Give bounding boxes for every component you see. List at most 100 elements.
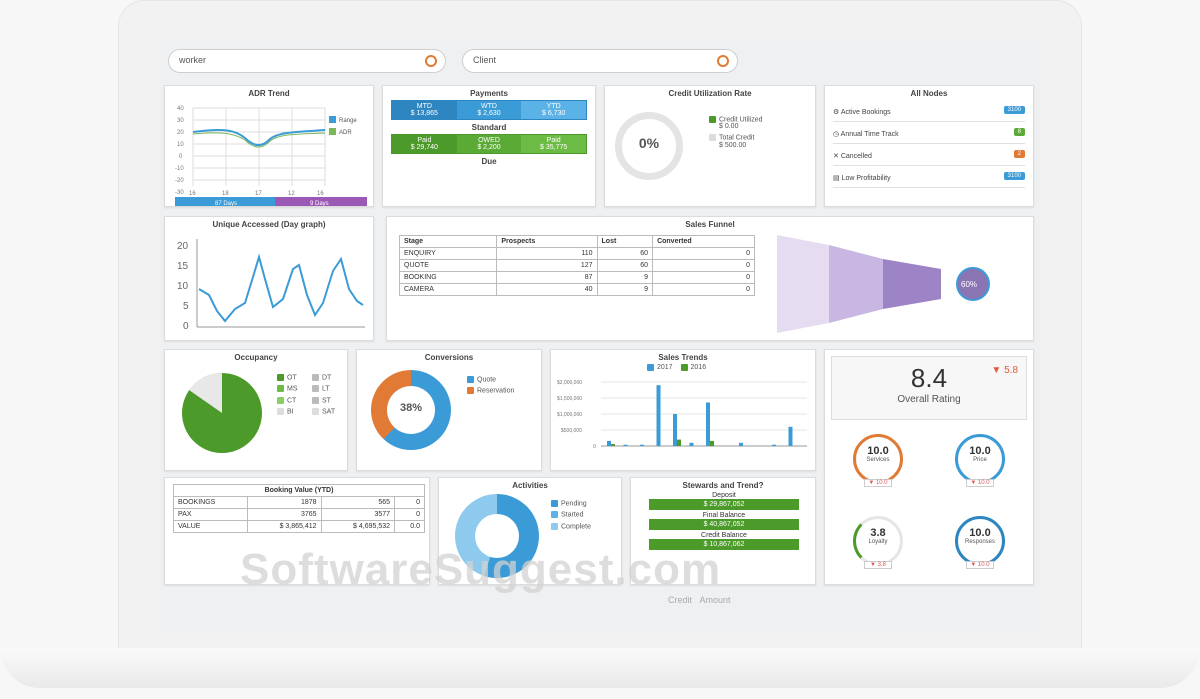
trend-bar (677, 439, 681, 446)
search-icon[interactable] (717, 55, 729, 67)
loyalty-gauge: 3.8 Loyalty ▼ 3.8 (853, 516, 903, 569)
panel-title: Sales Trends (658, 353, 708, 362)
funnel-table: Stage Prospects Lost Converted ENQUIRY 110 60… (398, 235, 755, 296)
client-search[interactable]: Client (462, 49, 738, 73)
y-tick: 5 (183, 301, 189, 312)
table-row[interactable]: PAX 3765 3577 0 (172, 508, 425, 521)
funnel-badge (956, 267, 990, 301)
legend-2016: 2016 (680, 364, 706, 371)
funnel-stage (777, 235, 829, 333)
worker-search[interactable]: worker (168, 49, 446, 73)
col-stage: Stage (398, 235, 498, 248)
x-tick: 18 (222, 191, 229, 197)
unique-chart: 20 15 10 5 0 (177, 239, 365, 332)
y-tick: 30 (177, 118, 184, 124)
occupancy-pie (182, 372, 262, 453)
credit-utilized-value: $ 0.00 (719, 123, 739, 131)
panel-title: Booking Value (YTD) (173, 484, 425, 497)
sales-trends-chart: $2,000,000 $1,500,000 $1,000,000 $500,00… (557, 380, 807, 450)
trend-bar (656, 385, 661, 446)
legend-item: BI (277, 408, 312, 415)
legend-quote: Quote (467, 376, 514, 383)
y-tick: 20 (177, 241, 189, 252)
credit-balance-value[interactable]: $ 10,867,062 (649, 539, 799, 550)
owed-tile[interactable]: OWED $ 2,200 (456, 135, 522, 153)
client-search-value: Client (473, 55, 497, 65)
payments-bottom-row: Paid $ 29,740 OWED $ 2,200 Paid $ 35,775 (391, 134, 587, 154)
paid-tile[interactable]: Paid $ 29,740 (392, 135, 457, 153)
activities-panel: Activities Pending Started Complete (438, 477, 622, 585)
stewards-panel: Stewards and Trend? Deposit $ 29,867,052… (630, 477, 816, 585)
pie-slice (189, 372, 222, 413)
paid-tile-2[interactable]: Paid $ 35,775 (521, 135, 587, 153)
funnel-badge-label: 60% (961, 280, 977, 289)
trend-bar (607, 440, 611, 446)
trend-bar (623, 444, 628, 446)
x-tick: 17 (255, 191, 262, 197)
low-profit-item[interactable]: ▤ Low Profitability 3100 (833, 170, 1025, 188)
legend-adr: ADR (339, 130, 352, 136)
booking-table: Booking Value (YTD) BOOKINGS 1878 565 0 PAX… (172, 484, 425, 533)
adr-chart: 40 30 20 10 0 -10 -20 -30 16 18 17 12 16 (175, 106, 367, 207)
y-tick: $1,000,000 (557, 412, 582, 418)
panel-title: Unique Accessed (Day graph) (212, 220, 326, 229)
watermark: SoftwareSuggest.com (240, 545, 722, 594)
days-bar-right (275, 197, 367, 206)
panel-title: Credit Utilization Rate (668, 89, 752, 98)
services-gauge: 10.0 Services ▼ 10.0 (853, 434, 903, 487)
panel-title: Activities (512, 481, 548, 490)
legend-item: DT (312, 374, 347, 381)
panel-title: Stewards and Trend? (682, 481, 764, 490)
legend-item: CT (277, 396, 312, 404)
col-prospects: Prospects (496, 235, 598, 248)
table-row[interactable]: ENQUIRY 110 60 0 (398, 247, 755, 260)
y-tick: 10 (177, 142, 184, 148)
occupancy-panel: Occupancy OT DT MS LT CT ST BI SAT (164, 349, 348, 471)
x-tick: 16 (189, 191, 196, 197)
funnel-stage (883, 259, 941, 309)
adr-trend-panel: ADR Trend 40 30 20 10 0 -10 -20 -30 16 1… (164, 85, 374, 207)
deposit-value[interactable]: $ 29,867,052 (649, 499, 799, 510)
unique-accessed-panel: Unique Accessed (Day graph) 20 15 10 5 0 (164, 216, 374, 341)
trend-bar (611, 444, 615, 446)
chart-icon: ▤ (833, 175, 842, 182)
credit-utilized: Credit Utilized (709, 116, 763, 123)
col-lost: Lost (596, 235, 654, 248)
panel-title: Payments (470, 89, 508, 98)
y-tick: 40 (177, 106, 184, 112)
y-tick: $1,500,000 (557, 396, 582, 402)
wtd-tile[interactable]: WTD $ 2,630 (456, 101, 522, 119)
rating-delta: ▼ 5.8 (991, 365, 1018, 376)
final-balance-value[interactable]: $ 40,867,052 (649, 519, 799, 530)
count-badge: 2 (1013, 150, 1025, 158)
responses-gauge: 10.0 Responses ▼ 10.0 (955, 516, 1005, 569)
cancelled-item[interactable]: ✕ Cancelled 2 (833, 148, 1025, 166)
payments-top-row: MTD $ 13,865 WTD $ 2,630 YTD $ 6,730 (391, 100, 587, 120)
laptop-base (0, 648, 1200, 688)
annual-time-item[interactable]: ◷ Annual Time Track 8 (833, 126, 1025, 144)
trend-bar (710, 440, 714, 446)
trend-bar (640, 444, 644, 446)
range-line (192, 132, 326, 148)
table-row[interactable]: BOOKING 87 9 0 (398, 271, 755, 284)
legend-complete: Complete (551, 522, 591, 530)
legend-started: Started (551, 511, 591, 519)
legend-2017: 2017 (647, 364, 673, 371)
table-row[interactable]: CAMERA 40 9 0 (398, 283, 755, 296)
active-bookings-item[interactable]: ⚙ Active Bookings 3100 (833, 104, 1025, 122)
total-credit-value: $ 500.00 (719, 141, 747, 149)
trend-bar (788, 426, 793, 446)
table-row[interactable]: VALUE $ 3,865,412 $ 4,695,532 0.0 (172, 520, 425, 533)
table-row[interactable]: BOOKINGS 1878 565 0 (172, 496, 425, 509)
payments-panel: Payments MTD $ 13,865 WTD $ 2,630 YTD $ 6,7… (382, 85, 596, 207)
count-badge: 3100 (1003, 106, 1025, 114)
days-right-label: 9 Days (310, 201, 329, 207)
legend-item: LT (312, 385, 347, 393)
mtd-tile[interactable]: MTD $ 13,865 (392, 101, 457, 119)
search-icon[interactable] (425, 55, 437, 67)
table-row[interactable]: QUOTE 127 60 0 (398, 259, 755, 272)
ytd-tile[interactable]: YTD $ 6,730 (521, 101, 587, 119)
dashboard-screen: worker Client ADR Trend 40 30 20 10 0 -1… (160, 40, 1040, 632)
payments-foot: Due (481, 157, 497, 166)
final-balance-label: Final Balance (702, 512, 746, 519)
